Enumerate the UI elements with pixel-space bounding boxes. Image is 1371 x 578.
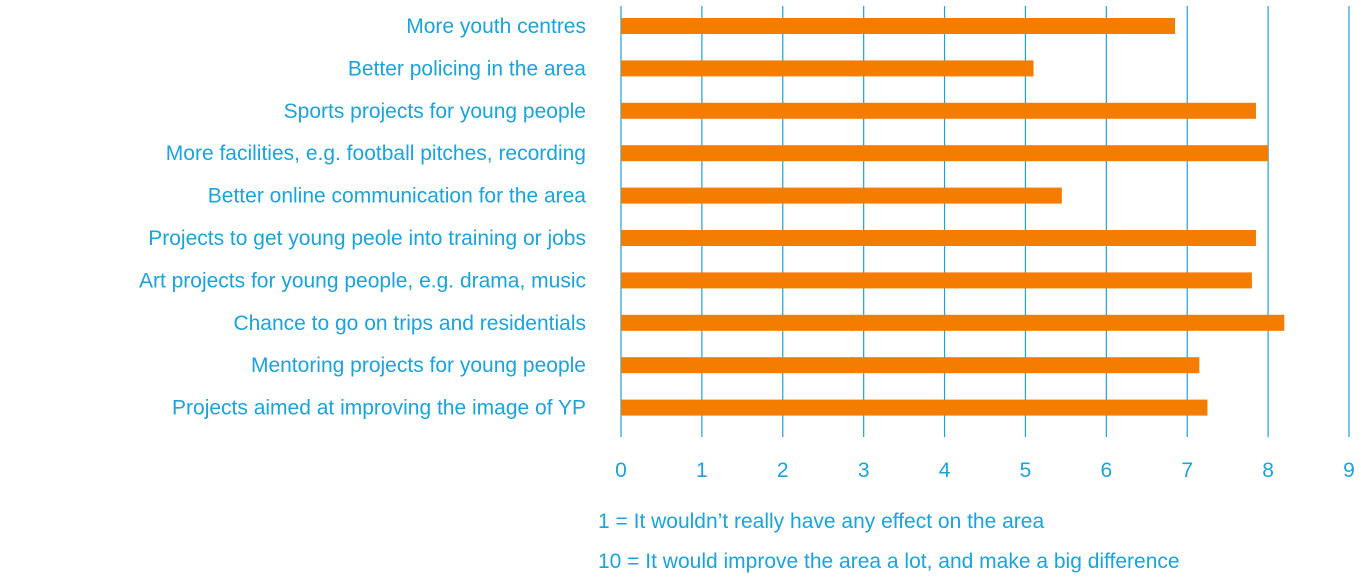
category-label: More youth centres — [406, 15, 586, 38]
x-tick-label: 6 — [1100, 459, 1112, 482]
bar — [621, 103, 1256, 119]
category-label: Projects to get young peole into trainin… — [148, 227, 586, 250]
scale-note-high: 10 = It would improve the area a lot, an… — [598, 550, 1180, 573]
bar — [621, 188, 1062, 204]
x-tick-label: 0 — [615, 459, 627, 482]
bar — [621, 230, 1256, 246]
category-label: More facilities, e.g. football pitches, … — [166, 142, 586, 165]
x-tick-label: 1 — [696, 459, 708, 482]
x-tick-label: 7 — [1181, 459, 1193, 482]
scale-notes: 1 = It wouldn’t really have any effect o… — [598, 510, 1180, 573]
x-tick-label: 5 — [1020, 459, 1032, 482]
x-axis-tick-labels: 0 1 2 3 4 5 6 7 8 9 — [615, 459, 1355, 482]
bar — [621, 145, 1268, 161]
x-tick-label: 2 — [777, 459, 789, 482]
category-label: Art projects for young people, e.g. dram… — [139, 269, 586, 292]
bar — [621, 60, 1034, 76]
bar — [621, 400, 1207, 416]
x-tick-label: 8 — [1262, 459, 1274, 482]
x-tick-label: 4 — [939, 459, 951, 482]
x-tick-label: 3 — [858, 459, 870, 482]
bar — [621, 272, 1252, 288]
bar — [621, 18, 1175, 34]
bar — [621, 315, 1284, 331]
category-label: Mentoring projects for young people — [251, 354, 586, 377]
bar — [621, 357, 1199, 373]
category-label: Better online communication for the area — [208, 185, 587, 208]
category-label: Sports projects for young people — [284, 100, 586, 123]
x-tick-label: 9 — [1343, 459, 1355, 482]
scale-note-low: 1 = It wouldn’t really have any effect o… — [598, 510, 1044, 533]
category-labels: More youth centres Better policing in the… — [139, 15, 586, 420]
bars — [621, 18, 1284, 416]
category-label: Better policing in the area — [348, 57, 586, 80]
category-label: Chance to go on trips and residentials — [233, 312, 586, 335]
category-label: Projects aimed at improving the image of… — [172, 397, 586, 420]
